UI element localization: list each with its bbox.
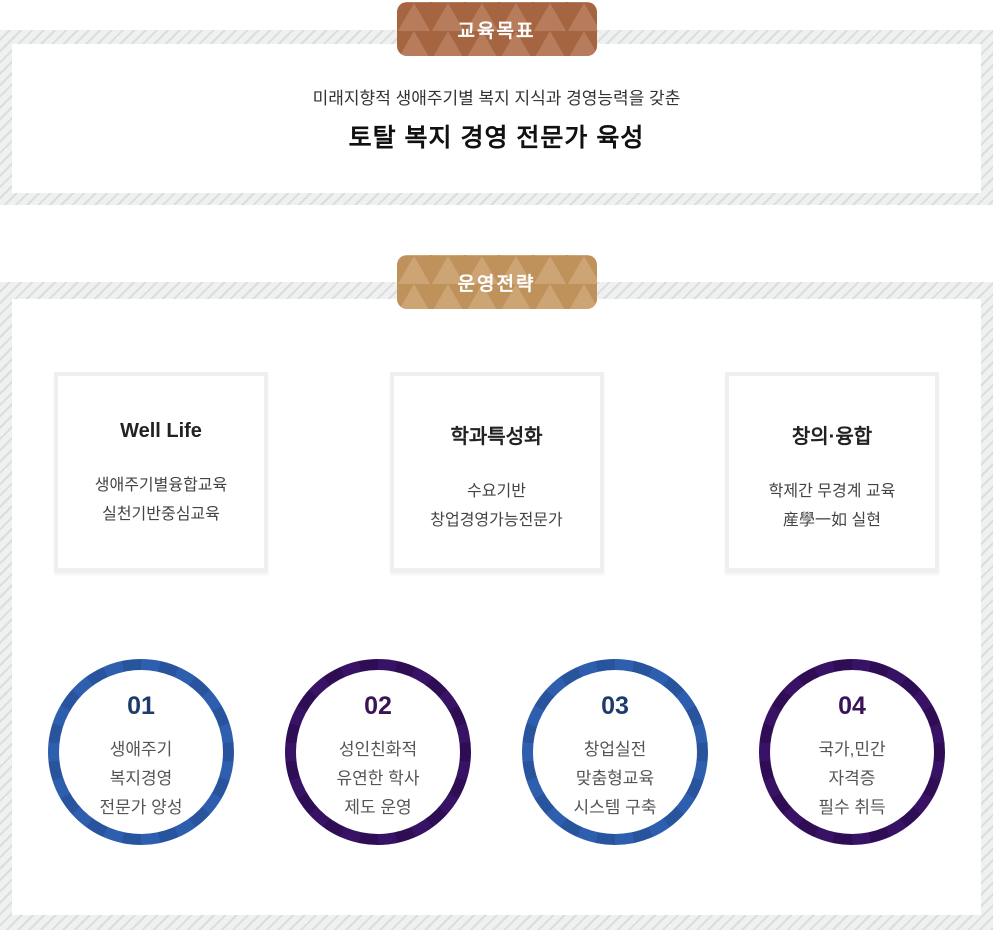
education-goal-badge: 교육목표 bbox=[396, 2, 597, 56]
strategy-card-specialization: 학과특성화 수요기반 창업경영가능전문가 bbox=[389, 372, 604, 572]
circle-body: 생애주기 복지경영 전문가 양성 bbox=[100, 735, 183, 822]
education-goal-panel: 미래지향적 생애주기별 복지 지식과 경영능력을 갖춘 토탈 복지 경영 전문가… bbox=[12, 44, 981, 193]
strategy-badge-label: 운영전략 bbox=[457, 273, 536, 295]
strategy-cards-row: Well Life 생애주기별융합교육 실천기반중심교육 학과특성화 수요기반 … bbox=[54, 372, 939, 572]
circle-line: 시스템 구축 bbox=[573, 798, 657, 817]
circle-content: 04 국가,민간 자격증 필수 취득 bbox=[759, 659, 945, 845]
card-body: 생애주기별융합교육 실천기반중심교육 bbox=[95, 471, 227, 529]
card-line: 학제간 무경계 교육 bbox=[768, 483, 896, 500]
circle-body: 국가,민간 자격증 필수 취득 bbox=[818, 735, 885, 822]
card-body: 학제간 무경계 교육 産學一如 실현 bbox=[769, 477, 896, 535]
circle-line: 창업실전 bbox=[583, 740, 647, 759]
circle-line: 자격증 bbox=[828, 769, 876, 788]
circle-line: 제도 운영 bbox=[344, 798, 412, 817]
card-title: 창의·융합 bbox=[791, 426, 873, 448]
circle-content: 02 성인친화적 유연한 학사 제도 운영 bbox=[285, 659, 471, 845]
circle-number: 01 bbox=[127, 692, 155, 720]
card-line: 창업경영가능전문가 bbox=[430, 512, 563, 529]
circle-line: 맞춤형교육 bbox=[575, 769, 655, 788]
strategy-circle-04: 04 국가,민간 자격증 필수 취득 bbox=[759, 659, 945, 845]
circle-number: 03 bbox=[601, 692, 629, 720]
strategy-card-convergence: 창의·융합 학제간 무경계 교육 産學一如 실현 bbox=[725, 372, 939, 572]
card-title: Well Life bbox=[120, 420, 202, 442]
goal-title: 토탈 복지 경영 전문가 육성 bbox=[348, 123, 645, 152]
circle-line: 복지경영 bbox=[109, 769, 173, 788]
card-line: 수요기반 bbox=[467, 483, 526, 500]
strategy-circle-01: 01 생애주기 복지경영 전문가 양성 bbox=[48, 659, 234, 845]
circle-content: 01 생애주기 복지경영 전문가 양성 bbox=[48, 659, 234, 845]
card-line: 생애주기별융합교육 bbox=[94, 477, 228, 494]
circle-line: 전문가 양성 bbox=[99, 798, 183, 817]
strategy-card-well-life: Well Life 생애주기별융합교육 실천기반중심교육 bbox=[54, 372, 268, 572]
strategy-panel: Well Life 생애주기별융합교육 실천기반중심교육 학과특성화 수요기반 … bbox=[12, 299, 981, 915]
strategy-circles-row: 01 생애주기 복지경영 전문가 양성 02 성인친화적 유연한 학사 제도 운… bbox=[48, 659, 945, 845]
circle-line: 생애주기 bbox=[109, 740, 173, 759]
strategy-circle-03: 03 창업실전 맞춤형교육 시스템 구축 bbox=[522, 659, 708, 845]
circle-line: 성인친화적 bbox=[338, 740, 418, 759]
circle-line: 국가,민간 bbox=[818, 740, 886, 759]
circle-line: 필수 취득 bbox=[818, 798, 886, 817]
circle-number: 02 bbox=[364, 692, 392, 720]
goal-subtitle: 미래지향적 생애주기별 복지 지식과 경영능력을 갖춘 bbox=[312, 88, 681, 108]
circle-line: 유연한 학사 bbox=[336, 769, 420, 788]
card-line: 産學一如 실현 bbox=[783, 512, 881, 529]
circle-content: 03 창업실전 맞춤형교육 시스템 구축 bbox=[522, 659, 708, 845]
circle-body: 창업실전 맞춤형교육 시스템 구축 bbox=[574, 735, 657, 822]
education-goal-badge-label: 교육목표 bbox=[457, 20, 536, 42]
card-title: 학과특성화 bbox=[450, 426, 543, 448]
circle-body: 성인친화적 유연한 학사 제도 운영 bbox=[337, 735, 420, 822]
card-line: 실천기반중심교육 bbox=[102, 506, 220, 523]
circle-number: 04 bbox=[838, 692, 866, 720]
strategy-badge: 운영전략 bbox=[396, 255, 597, 309]
strategy-circle-02: 02 성인친화적 유연한 학사 제도 운영 bbox=[285, 659, 471, 845]
card-body: 수요기반 창업경영가능전문가 bbox=[430, 477, 562, 535]
